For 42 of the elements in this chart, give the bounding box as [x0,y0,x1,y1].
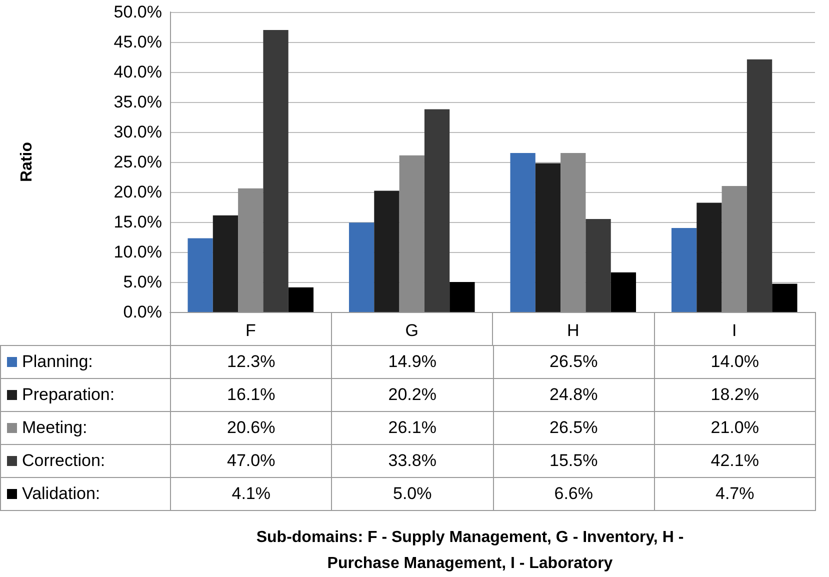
data-label: 14.9% [332,346,493,378]
y-tick-label: 0.0% [123,302,162,322]
y-tick-label: 35.0% [114,92,162,112]
data-label: 5.0% [332,478,493,510]
data-label: 24.8% [493,378,654,412]
x-tick-label: I [732,321,737,340]
data-label: 26.5% [493,346,654,378]
data-label: 15.5% [493,444,654,478]
data-label: 4.1% [170,478,332,510]
data-label: 16.1% [170,378,332,412]
data-label: 26.5% [493,412,654,444]
y-tick-label: 15.0% [114,212,162,232]
y-tick-label: 30.0% [114,122,162,142]
x-tick-label: H [566,321,580,340]
data-label: 26.1% [332,412,493,444]
data-label: 42.1% [654,444,816,478]
data-label: 4.7% [654,478,816,510]
data-label: 33.8% [332,444,493,478]
y-tick-label: 45.0% [114,32,162,52]
data-label: 18.2% [654,378,816,412]
y-tick-label: 10.0% [114,242,162,262]
data-label: 47.0% [170,444,332,478]
data-label: 20.2% [332,378,493,412]
y-tick-label: 5.0% [123,272,162,292]
legend-label: Planning: [0,346,170,378]
legend-label: Correction: [0,444,170,478]
data-label: 20.6% [170,412,332,444]
data-label: 21.0% [654,412,816,444]
x-tick-label: G [405,321,418,340]
y-tick-label: 25.0% [114,152,162,172]
y-tick-label: 40.0% [114,62,162,82]
y-tick-label: 50.0% [114,2,162,22]
y-axis-title: Ratio [18,142,36,182]
legend-label: Preparation: [0,378,170,412]
y-tick-label: 20.0% [114,182,162,202]
legend-label: Validation: [0,478,170,510]
data-label: 14.0% [654,346,816,378]
data-label: 12.3% [170,346,332,378]
x-tick-label: F [245,321,256,340]
data-label: 6.6% [493,478,654,510]
legend-label: Meeting: [0,412,170,444]
text: Sub-domains: F - Supply Management, G - Inventory, H - Purchase Management, I - Laboratory [255,528,685,574]
